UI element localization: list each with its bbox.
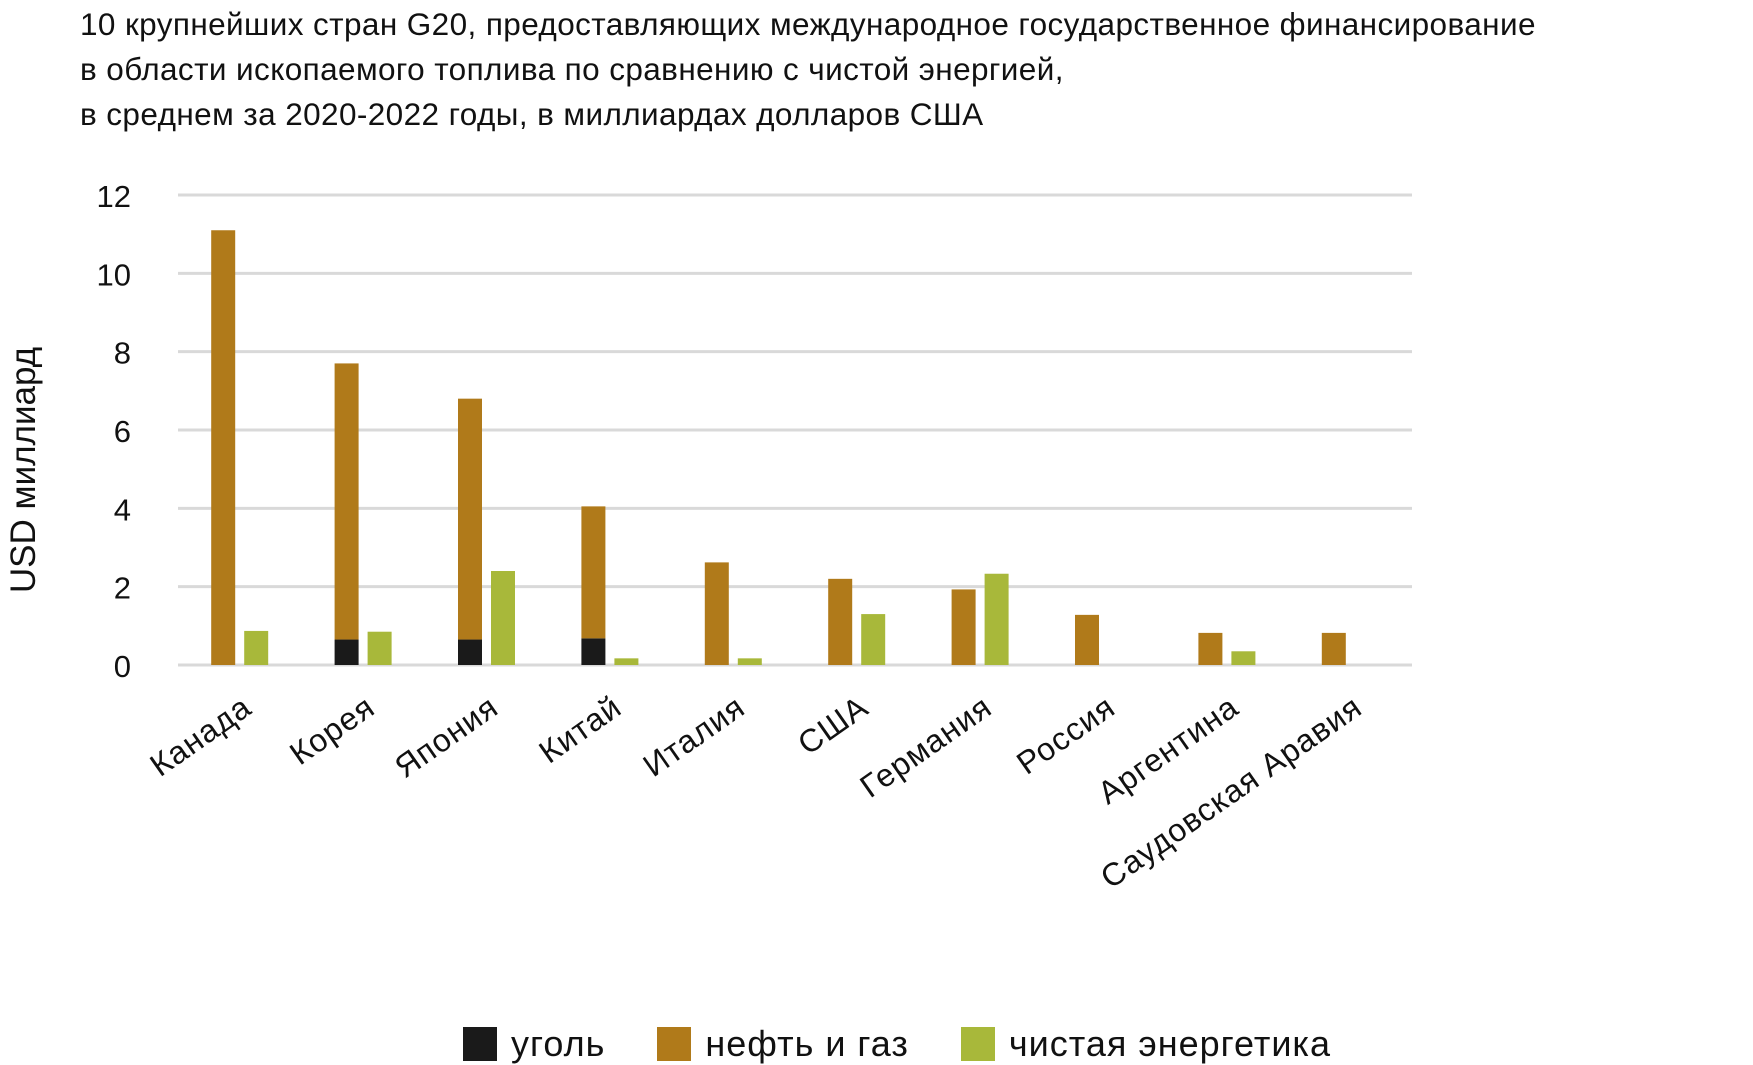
legend: уголь нефть и газ чистая энергетика [463,1023,1383,1065]
bars [211,230,1346,665]
y-tick-label: 2 [114,571,131,606]
y-tick-label: 6 [114,414,131,449]
gridlines [178,193,1412,667]
legend-item-coal: уголь [463,1023,605,1065]
y-tick-label: 10 [97,257,131,292]
bar-oil-gas [828,578,853,665]
y-axis-label: USD миллиард [4,347,43,593]
x-tick-label: Германия [853,688,998,804]
chart-title-line-1: 10 крупнейших стран G20, предоставляющих… [80,6,1536,42]
bar-clean-energy [737,658,762,665]
bar-oil-gas [581,506,606,639]
bar-clean-energy [244,630,269,665]
y-tick-label: 4 [114,492,131,527]
legend-swatch-oil-gas [657,1027,692,1061]
y-axis-ticks: 0 2 4 6 8 10 12 [97,179,131,684]
bar-oil-gas [1075,614,1099,665]
x-tick-label: Япония [388,688,505,785]
bar-coal [458,639,482,665]
bar-clean-energy [984,573,1009,665]
legend-label-clean-energy: чистая энергетика [1008,1023,1331,1064]
bar-oil-gas [334,363,359,640]
bar-clean-energy [614,658,639,665]
legend-swatch-clean-energy [960,1027,995,1061]
x-tick-label: Италия [636,688,751,783]
bar-oil-gas [211,230,236,665]
legend-item-clean-energy: чистая энергетика [960,1023,1331,1065]
bar-clean-energy [861,614,886,665]
legend-label-oil-gas: нефть и газ [705,1023,909,1064]
y-tick-label: 0 [114,649,131,684]
x-tick-label: США [791,688,875,762]
bar-coal [581,638,606,665]
x-tick-label: Канада [143,688,257,783]
legend-item-oil-gas: нефть и газ [657,1023,909,1065]
x-tick-label: Корея [283,688,381,772]
legend-swatch-coal [463,1027,497,1061]
bar-oil-gas [1321,632,1346,665]
y-tick-label: 8 [114,336,131,371]
bar-clean-energy [1231,651,1256,665]
bar-oil-gas [951,589,976,665]
bar-oil-gas [458,398,482,640]
bar-chart: 0 2 4 6 8 10 12 USD миллиард Канада Корея Япония… [4,179,1412,895]
y-tick-label: 12 [97,179,131,214]
bar-oil-gas [704,562,729,665]
chart-title-line-2: в области ископаемого топлива по сравнен… [80,51,1064,87]
legend-label-coal: уголь [511,1023,606,1064]
bar-oil-gas [1198,632,1223,665]
x-tick-label: Россия [1010,688,1122,781]
bar-coal [334,639,359,665]
bar-clean-energy [491,571,515,665]
bar-clean-energy [367,631,392,665]
chart-title: 10 крупнейших стран G20, предоставляющих… [80,2,1536,137]
x-tick-label: Китай [532,688,628,770]
chart-title-line-3: в среднем за 2020-2022 годы, в миллиарда… [80,96,984,132]
